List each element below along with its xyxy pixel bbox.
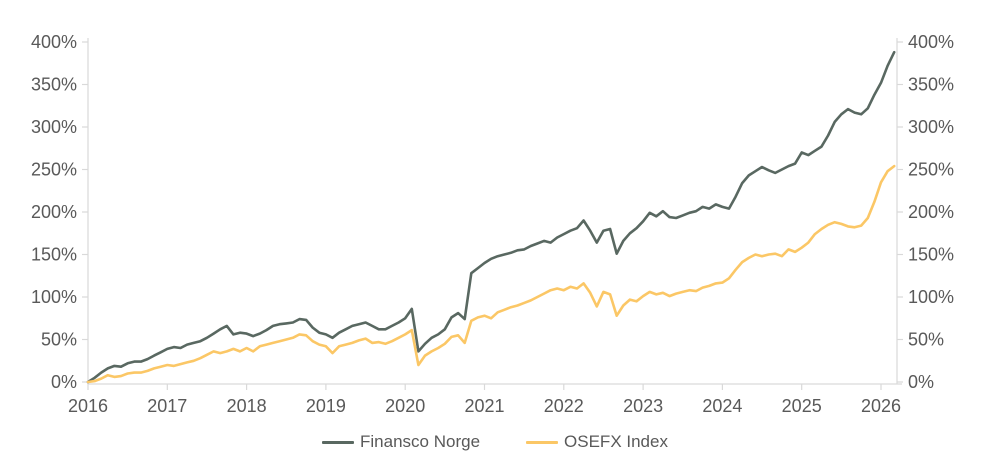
x-axis-label: 2017 xyxy=(147,396,187,416)
finansco-norge-line xyxy=(86,50,896,384)
osefx-index-line xyxy=(86,164,896,384)
y-axis-label-right: 350% xyxy=(908,75,954,95)
x-axis-label: 2016 xyxy=(68,396,108,416)
y-axis-label-right: 200% xyxy=(908,202,954,222)
y-axis-label-left: 0% xyxy=(51,372,77,392)
x-axis-label: 2023 xyxy=(623,396,663,416)
legend-item-osefx-index: OSEFX Index xyxy=(526,432,668,452)
y-axis-label-left: 250% xyxy=(31,160,77,180)
y-axis-label-left: 400% xyxy=(31,32,77,52)
y-axis-label-right: 300% xyxy=(908,117,954,137)
osefx-index-line-swatch xyxy=(526,440,559,444)
y-axis-label-right: 150% xyxy=(908,245,954,265)
x-axis-label: 2022 xyxy=(544,396,584,416)
y-axis-label-right: 50% xyxy=(908,330,944,350)
y-axis-label-left: 300% xyxy=(31,117,77,137)
x-axis-label: 2021 xyxy=(464,396,504,416)
x-axis-label: 2019 xyxy=(306,396,346,416)
y-axis-label-left: 100% xyxy=(31,287,77,307)
y-axis-label-right: 250% xyxy=(908,160,954,180)
y-axis-label-left: 350% xyxy=(31,75,77,95)
finansco-norge-line-swatch xyxy=(322,440,355,444)
x-axis-label: 2020 xyxy=(385,396,425,416)
x-axis-label: 2025 xyxy=(782,396,822,416)
y-axis-label-right: 0% xyxy=(908,372,934,392)
y-axis-label-right: 400% xyxy=(908,32,954,52)
legend-label-finansco-norge: Finansco Norge xyxy=(360,432,481,451)
y-axis-label-right: 100% xyxy=(908,287,954,307)
x-axis-label: 2024 xyxy=(702,396,742,416)
legend-item-finansco-norge: Finansco Norge xyxy=(322,432,480,452)
legend-label-osefx-index: OSEFX Index xyxy=(564,432,668,451)
y-axis-label-left: 150% xyxy=(31,245,77,265)
y-axis-label-left: 50% xyxy=(41,330,77,350)
x-axis-label: 2018 xyxy=(227,396,267,416)
x-axis-label: 2026 xyxy=(861,396,901,416)
chart-legend: Finansco Norge OSEFX Index xyxy=(0,432,990,452)
y-axis-label-left: 200% xyxy=(31,202,77,222)
